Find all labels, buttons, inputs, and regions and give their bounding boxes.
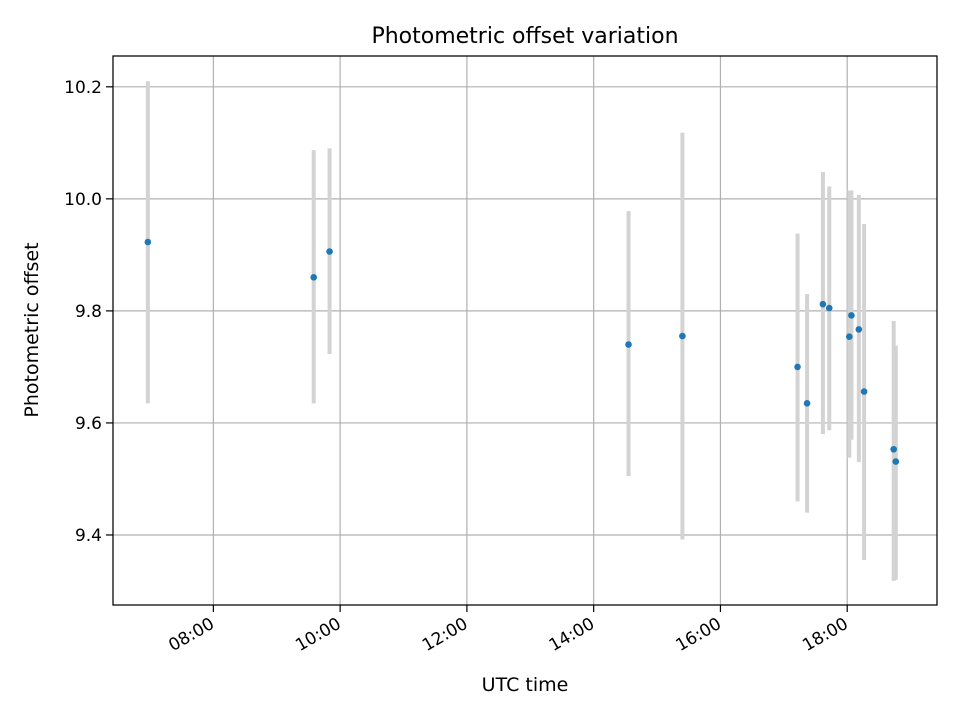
- data-point: [819, 300, 827, 308]
- x-axis-label: UTC time: [482, 674, 569, 696]
- data-point: [625, 341, 632, 348]
- data-point: [860, 388, 868, 395]
- data-point: [326, 248, 333, 255]
- chart-title: Photometric offset variation: [371, 24, 678, 49]
- data-point: [825, 304, 833, 312]
- y-axis-label: Photometric offset: [21, 242, 43, 417]
- grid-lines: [113, 56, 937, 605]
- data-point: [855, 326, 863, 333]
- data-point: [846, 333, 853, 340]
- data-point: [803, 400, 811, 407]
- y-tick-label: 10.2: [64, 78, 102, 98]
- data-point: [679, 332, 686, 340]
- data-point: [310, 273, 318, 281]
- data-points: [144, 238, 900, 465]
- data-point: [890, 445, 897, 453]
- data-point: [892, 458, 900, 465]
- y-tick-label: 9.4: [75, 526, 102, 546]
- data-point: [794, 363, 801, 371]
- data-point: [144, 238, 152, 246]
- y-axis-ticks: 9.4 9.6 9.8 10.0 10.2: [64, 78, 113, 546]
- plot-frame: [112, 55, 938, 606]
- data-point: [848, 312, 855, 319]
- y-tick-label: 9.8: [75, 302, 102, 322]
- y-tick-label: 9.6: [75, 414, 102, 434]
- y-tick-label: 10.0: [64, 190, 102, 210]
